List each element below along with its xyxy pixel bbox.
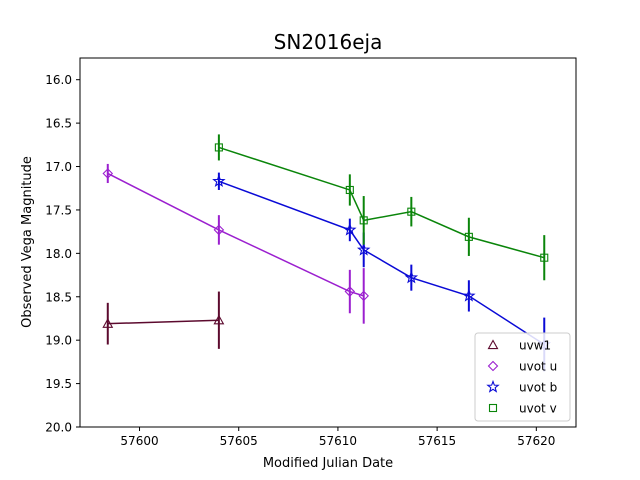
x-tick-label: 57615 (418, 434, 456, 448)
y-tick-label: 16.0 (45, 73, 72, 87)
y-axis: 16.0 16.5 17.0 17.5 18.0 18.5 19.0 19.5 20.0 (45, 73, 80, 435)
x-tick-label: 57620 (517, 434, 555, 448)
series-line-uvot-v (218, 146, 545, 259)
data-point (540, 253, 549, 262)
y-tick-label: 20.0 (45, 421, 72, 435)
data-point (345, 185, 354, 195)
series-line-uvot-b (218, 180, 545, 346)
y-tick-label: 16.5 (45, 117, 72, 131)
plot-area (102, 134, 551, 372)
y-tick-label: 17.5 (45, 203, 72, 217)
x-tick-label: 57610 (319, 434, 357, 448)
legend-label: uvw1 (519, 339, 551, 353)
x-tick-label: 57600 (120, 434, 158, 448)
series-line-uvw1 (107, 319, 219, 325)
series-uvot-v (214, 134, 549, 281)
data-point (212, 174, 226, 188)
x-axis: 57600 57605 57610 57615 57620 (120, 427, 555, 448)
legend-marker (487, 339, 499, 350)
data-point (102, 168, 114, 179)
data-point (102, 318, 114, 328)
y-tick-label: 19.0 (45, 334, 72, 348)
y-tick-label: 17.0 (45, 160, 72, 174)
data-point (404, 270, 419, 284)
y-tick-label: 18.0 (45, 247, 72, 261)
data-point (214, 143, 223, 152)
legend-marker (488, 403, 498, 413)
series-uvw1 (102, 291, 225, 349)
data-point (343, 222, 357, 236)
y-axis-label: Observed Vega Magnitude (20, 156, 35, 328)
data-point (359, 216, 368, 225)
legend-label: uvot v (519, 402, 557, 416)
legend: uvw1 uvot u uvot b uvot v (474, 332, 571, 422)
data-point (213, 224, 225, 236)
y-tick-label: 18.5 (45, 290, 72, 304)
legend-label: uvot u (519, 360, 557, 374)
legend-marker (487, 360, 499, 372)
chart-title: SN2016eja (274, 30, 383, 54)
legend-marker (486, 379, 500, 393)
legend-label: uvot b (519, 381, 557, 395)
data-point (407, 207, 416, 216)
y-tick-label: 19.5 (45, 377, 72, 391)
x-axis-label: Modified Julian Date (263, 456, 393, 471)
data-point (213, 314, 225, 325)
data-point (344, 286, 356, 297)
series-uvot-u (102, 163, 369, 324)
data-point (464, 232, 473, 241)
axes-frame (79, 57, 577, 428)
legend-box (474, 332, 571, 422)
data-point (356, 242, 371, 256)
series-line-uvot-u (107, 172, 364, 297)
data-point (358, 290, 369, 302)
x-tick-label: 57605 (220, 434, 258, 448)
data-point (462, 288, 476, 302)
